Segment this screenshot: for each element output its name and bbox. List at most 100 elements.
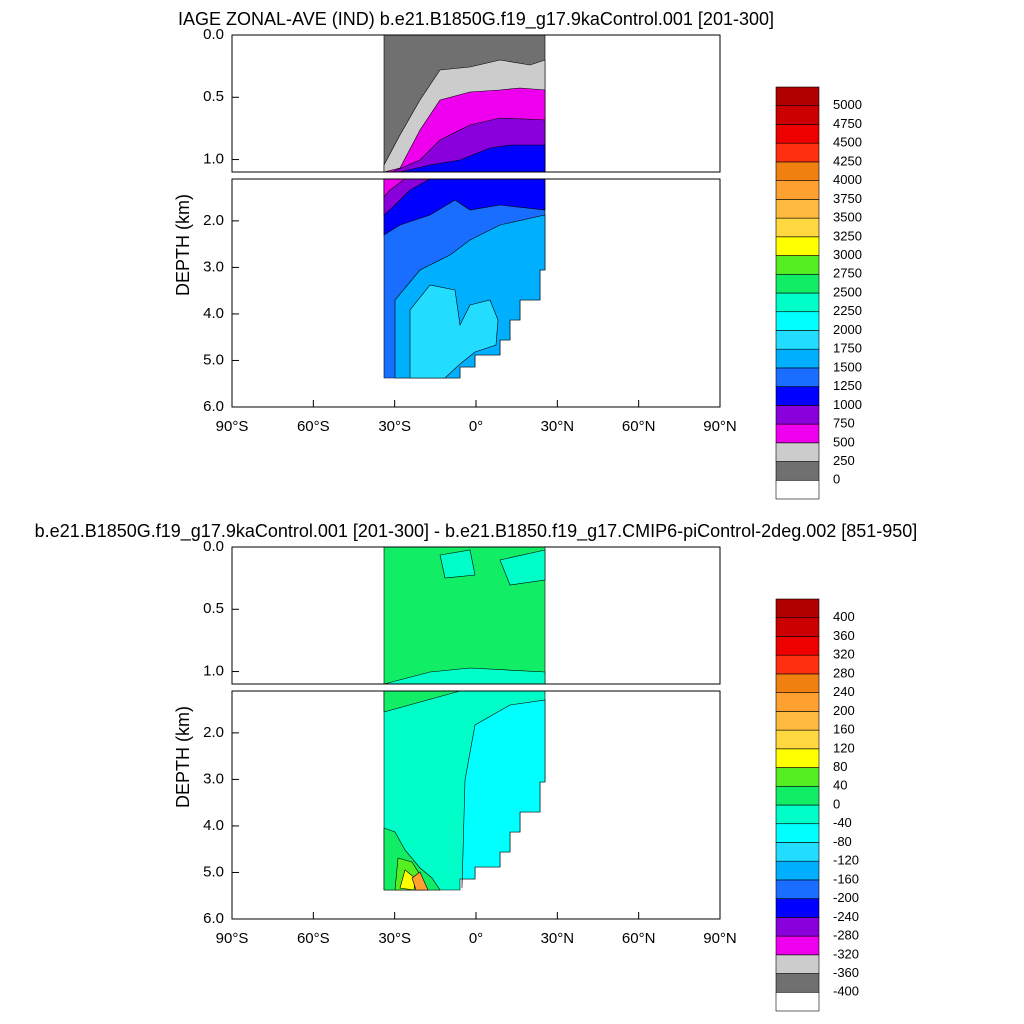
colorbar-box <box>775 898 820 918</box>
y-tick-label: 4.0 <box>203 305 224 322</box>
x-tick-label: 30°S <box>378 418 411 435</box>
x-tick-label: 60°N <box>622 930 656 947</box>
colorbar-box <box>775 673 820 693</box>
colorbar-label: 3250 <box>833 228 862 243</box>
x-tick-label: 90°S <box>216 418 249 435</box>
colorbar-box <box>775 273 820 294</box>
colorbar-label: 360 <box>833 628 855 643</box>
colorbar-box <box>775 124 820 144</box>
colorbar-label: 0 <box>833 472 840 487</box>
colorbar-label: 1250 <box>833 378 862 393</box>
colorbar-label: 4750 <box>833 116 862 131</box>
x-tick-label: 60°S <box>297 418 330 435</box>
colorbar-label: 0 <box>833 796 840 811</box>
colorbar-box <box>775 292 820 313</box>
colorbar-label: 1500 <box>833 359 862 374</box>
colorbar-box <box>775 442 820 462</box>
colorbar-label: -360 <box>833 965 859 980</box>
y-tick-label: 2.0 <box>203 724 224 741</box>
y-tick-label: 6.0 <box>203 910 224 927</box>
colorbar-label: 40 <box>833 778 847 793</box>
colorbar-box <box>775 991 820 1012</box>
colorbar-box <box>775 330 820 350</box>
x-tick-label: 0° <box>469 930 483 947</box>
colorbar-label: 80 <box>833 759 847 774</box>
contour-region <box>411 871 429 891</box>
colorbar-box <box>775 161 820 181</box>
colorbar-label: 4500 <box>833 135 862 150</box>
contours <box>383 546 546 891</box>
colorbar-box <box>775 479 820 500</box>
colorbar-box <box>775 860 820 881</box>
x-tick-label: 60°N <box>622 418 656 435</box>
colorbar-label: 280 <box>833 665 855 680</box>
colorbar-label: 160 <box>833 722 855 737</box>
colorbar-box <box>775 180 820 200</box>
panel-frame <box>231 34 721 173</box>
colorbar-label: -400 <box>833 984 859 999</box>
x-tick-label: 30°N <box>541 930 575 947</box>
colorbar-label: 400 <box>833 609 855 624</box>
contour-region <box>461 699 546 889</box>
colorbar-label: 2750 <box>833 266 862 281</box>
colorbar-box <box>775 842 820 862</box>
y-tick-label: 0.5 <box>203 600 224 617</box>
colorbar-box <box>775 879 820 899</box>
colorbar-label: -80 <box>833 834 852 849</box>
colorbar-label: 750 <box>833 416 855 431</box>
colorbar-label: 2250 <box>833 303 862 318</box>
colorbar-box <box>775 142 820 163</box>
y-tick-label: 1.0 <box>203 663 224 680</box>
colorbar-box <box>775 748 820 768</box>
colorbar-label: -120 <box>833 853 859 868</box>
colorbar-box <box>775 636 820 656</box>
y-tick-label: 0.5 <box>203 88 224 105</box>
x-tick-label: 90°N <box>703 418 737 435</box>
colorbar-box <box>775 311 820 331</box>
colorbar-box <box>775 86 820 107</box>
y-tick-label: 3.0 <box>203 770 224 787</box>
colorbar-label: -40 <box>833 815 852 830</box>
contour-region <box>439 549 476 579</box>
colorbar-label: 500 <box>833 434 855 449</box>
chart-title: b.e21.B1850G.f19_g17.9kaControl.001 [201… <box>35 521 918 542</box>
colorbar-box <box>775 423 820 444</box>
contour-region <box>399 144 546 173</box>
colorbar-box <box>775 598 820 619</box>
colorbar-box <box>775 954 820 974</box>
contour-region <box>409 284 499 379</box>
colorbar-label: 240 <box>833 684 855 699</box>
colorbar-label: -160 <box>833 871 859 886</box>
colorbar-box <box>775 804 820 825</box>
colorbar-box <box>775 785 820 806</box>
y-axis-label: DEPTH (km) <box>173 194 193 296</box>
colorbar-box <box>775 461 820 481</box>
x-tick-label: 90°S <box>216 930 249 947</box>
colorbar-label: -200 <box>833 890 859 905</box>
y-tick-label: 5.0 <box>203 351 224 368</box>
colorbar-box <box>775 692 820 712</box>
colorbar-box <box>775 917 820 937</box>
y-tick-label: 1.0 <box>203 151 224 168</box>
y-tick-label: 0.0 <box>203 538 224 555</box>
colorbar-label: 250 <box>833 453 855 468</box>
y-tick-label: 5.0 <box>203 863 224 880</box>
colorbar-label: 200 <box>833 703 855 718</box>
colorbar-box <box>775 367 820 387</box>
colorbar-label: 4000 <box>833 172 862 187</box>
chart-title: IAGE ZONAL-AVE (IND) b.e21.B1850G.f19_g1… <box>178 9 774 30</box>
colorbar-label: 2000 <box>833 322 862 337</box>
colorbar-label: 5000 <box>833 97 862 112</box>
colorbar-label: 3750 <box>833 191 862 206</box>
colorbar-label: 2500 <box>833 284 862 299</box>
colorbar-box <box>775 654 820 675</box>
colorbar-box <box>775 617 820 637</box>
x-tick-label: 90°N <box>703 930 737 947</box>
colorbar-label: -240 <box>833 909 859 924</box>
x-tick-label: 30°N <box>541 418 575 435</box>
colorbar-label: 4250 <box>833 153 862 168</box>
colorbar-box <box>775 973 820 993</box>
y-tick-label: 4.0 <box>203 817 224 834</box>
colorbar-label: -320 <box>833 946 859 961</box>
